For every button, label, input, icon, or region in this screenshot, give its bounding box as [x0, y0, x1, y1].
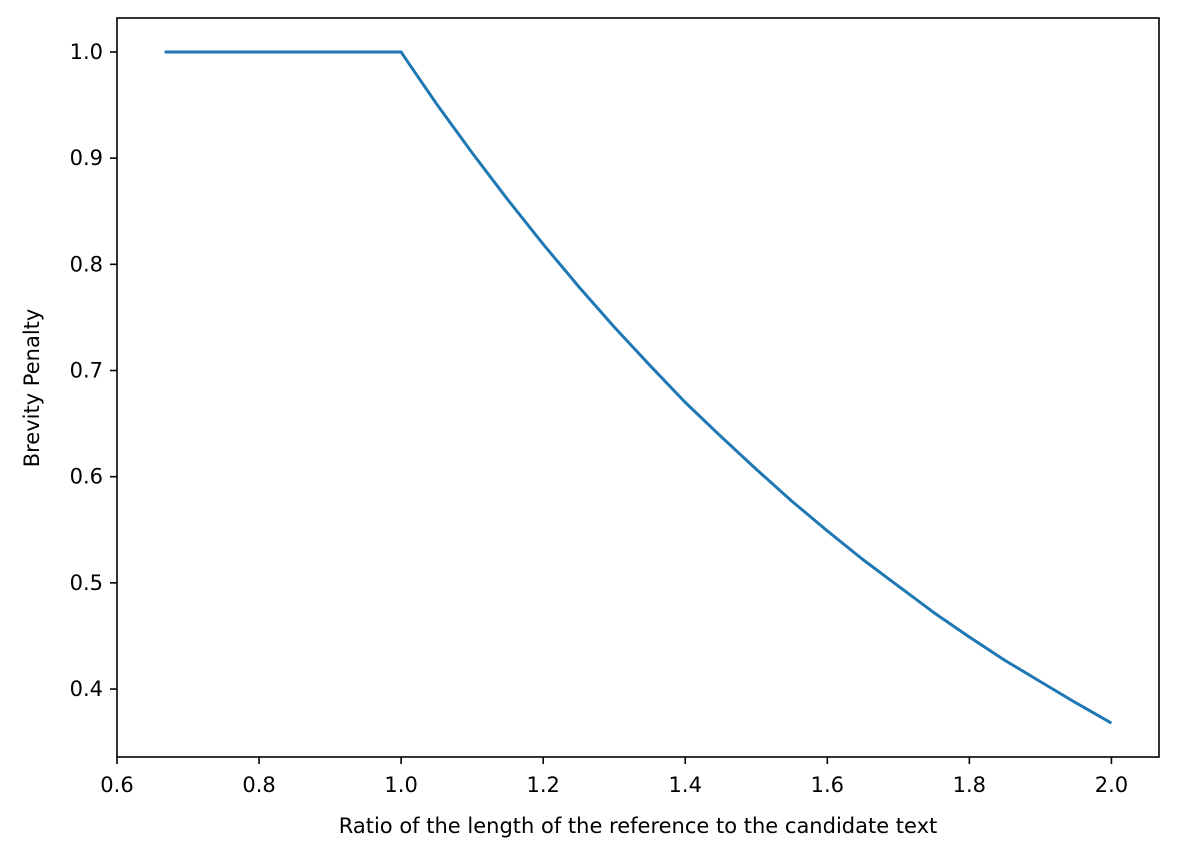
plot-frame: [116, 17, 1160, 758]
y-axis-ticks: 0.4 0.5 0.6 0.7 0.8 0.9 1.0: [70, 40, 117, 701]
y-axis-label: Brevity Penalty: [20, 309, 44, 468]
x-tick-label: 2.0: [1095, 773, 1128, 797]
x-tick-label: 0.8: [242, 773, 275, 797]
x-tick-label: 1.6: [811, 773, 844, 797]
x-axis-ticks: 0.6 0.8 1.0 1.2 1.4 1.6 1.8 2.0: [100, 757, 1128, 797]
x-tick-label: 1.0: [384, 773, 417, 797]
x-tick-label: 0.6: [100, 773, 133, 797]
y-tick-label: 0.6: [70, 465, 103, 489]
series-layer: [164, 50, 1113, 725]
y-tick-label: 0.8: [70, 252, 103, 276]
x-tick-label: 1.8: [953, 773, 986, 797]
x-tick-label: 1.4: [669, 773, 702, 797]
y-tick-label: 0.5: [70, 571, 103, 595]
y-tick-label: 0.9: [70, 146, 103, 170]
x-axis-label: Ratio of the length of the reference to …: [339, 814, 938, 838]
y-tick-label: 0.7: [70, 359, 103, 383]
y-tick-label: 0.4: [70, 677, 103, 701]
x-tick-label: 1.2: [526, 773, 559, 797]
y-tick-label: 1.0: [70, 40, 103, 64]
series-line: [164, 50, 1113, 725]
